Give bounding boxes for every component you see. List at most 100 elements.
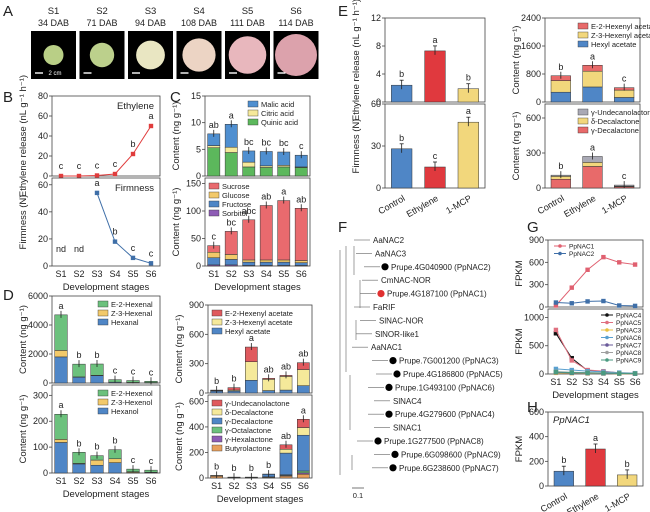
significance-label: b (399, 133, 404, 143)
legend-label: E-2-Hexenol (111, 389, 153, 398)
taxon-marker (385, 383, 393, 391)
legend-swatch (208, 191, 220, 199)
x-tick-label: Control (536, 193, 566, 216)
data-point (148, 261, 154, 266)
y-tick-label: 500 (529, 341, 544, 351)
data-point (632, 371, 638, 376)
significance-label: b (130, 139, 135, 149)
y-tick-label: 600 (189, 396, 204, 406)
x-tick-label: S2 (566, 377, 577, 387)
taxon-label: SlNAC4 (393, 397, 422, 406)
bar (585, 448, 606, 487)
taxon-marker (374, 437, 382, 445)
bar-segment (227, 390, 241, 394)
legend-marker (605, 328, 609, 332)
legend-label: E-2-Hexenyl acetate (225, 309, 293, 318)
legend-label: PpNAC5 (616, 320, 642, 327)
significance-label: b (112, 436, 117, 446)
bar-segment (297, 369, 310, 386)
data-point (632, 262, 638, 267)
bar-segment (224, 146, 238, 153)
data-point (569, 367, 574, 373)
significance-label: c (95, 161, 100, 171)
y-tick-label: 400 (529, 432, 544, 442)
x-tick-label: S6 (296, 269, 307, 279)
panel-f-phylogenetic-tree: AaNAC2 AaNAC3 Prupe.4G040900 (PpNAC2) CmNAC… (339, 236, 503, 500)
legend-swatch (577, 108, 589, 116)
chart-d-left-top: 0 2000 4000 6000 a b b c c c E-2-HexenalZ-3-Hexena… (18, 291, 161, 388)
data-point (601, 298, 606, 304)
bar-segment (614, 89, 635, 98)
x-tick-label: 1-MCP (600, 193, 629, 216)
bar-segment (582, 70, 603, 88)
significance-label: ab (281, 361, 291, 371)
stage-label: S6 (290, 6, 302, 17)
data-point (569, 301, 574, 306)
y-axis-title: Ethylene release (nL g⁻¹ h⁻¹) (351, 0, 362, 121)
legend-swatch (577, 31, 589, 39)
bar-segment (242, 219, 256, 261)
legend-label: Z-3-Hexenal (111, 309, 153, 318)
y-axis-title: Content (ng g⁻¹) (171, 188, 182, 257)
legend-swatch (211, 444, 223, 452)
y-tick-label: 200 (529, 456, 544, 466)
y-tick-label: 60 (38, 111, 48, 121)
taxon-marker (391, 450, 399, 458)
data-point (94, 190, 100, 196)
bar-segment (54, 350, 68, 358)
x-tick-label: S6 (145, 269, 156, 279)
series-line (555, 300, 636, 307)
data-point (112, 239, 118, 244)
bar-segment (550, 91, 571, 103)
y-tick-label: 100 (33, 442, 48, 452)
significance-label: ab (281, 431, 291, 441)
y-tick-label: 300 (529, 280, 544, 290)
data-point (130, 151, 136, 157)
data-point (585, 299, 590, 304)
bar-segment (207, 257, 221, 266)
x-tick-label: S5 (278, 269, 289, 279)
significance-label: b (214, 376, 219, 386)
legend-swatch (577, 40, 589, 48)
legend-swatch (208, 209, 220, 217)
y-axis-title: Content (ng g⁻¹) (18, 305, 29, 374)
legend-marker (558, 251, 562, 256)
legend-label: Citric acid (261, 109, 294, 118)
legend-swatch (97, 318, 109, 326)
panel-label-e: E (338, 3, 348, 20)
series-line (555, 368, 636, 374)
y-tick-label: 300 (526, 148, 541, 158)
legend-swatch (247, 100, 259, 108)
significance-label: a (432, 35, 437, 45)
significance-label: c (433, 151, 438, 161)
significance-label: c (113, 159, 118, 169)
legend-swatch (577, 126, 589, 134)
legend-label: E-2-Hexenyl acetate (591, 22, 650, 31)
series-line (61, 125, 152, 177)
plot-frame (204, 95, 311, 177)
legend-label: Quinic acid (261, 118, 298, 127)
bar-segment (582, 162, 603, 167)
taxon-marker (389, 464, 397, 472)
data-point (76, 173, 82, 179)
y-tick-label: 200 (189, 447, 204, 457)
significance-label: b (231, 374, 236, 384)
legend-label: Sorbitol (222, 209, 248, 218)
legend-label: γ-Hexalactone (225, 435, 273, 444)
legend-label: γ-Undecanolactone (591, 108, 650, 117)
significance-label: b (558, 62, 563, 72)
bar-segment (259, 261, 273, 266)
y-tick-label: 1600 (521, 41, 541, 51)
y-axis-title: Content (ng g⁻¹) (171, 102, 182, 171)
taxon-label: CmNAC-NOR (381, 276, 431, 285)
fruit-image (43, 45, 64, 65)
bar-segment (294, 260, 308, 263)
y-tick-label: 2000 (28, 349, 48, 359)
bar-segment (279, 389, 293, 394)
bar-segment (90, 459, 104, 466)
significance-label: a (466, 106, 471, 116)
legend-marker (605, 313, 609, 317)
